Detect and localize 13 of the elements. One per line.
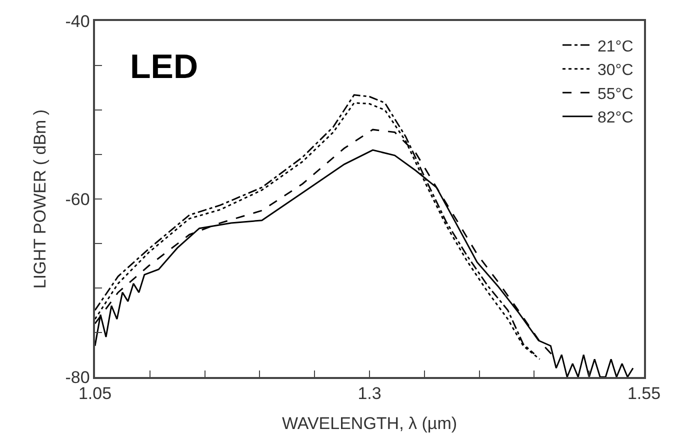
y-tick-label: -40	[65, 12, 90, 31]
y-tick-label: -80	[65, 368, 90, 387]
y-axis-title: LIGHT POWER ( dBm )	[30, 109, 50, 289]
y-tick-label: -60	[65, 190, 90, 209]
legend-label: 82°C	[598, 110, 634, 127]
x-tick-label: 1.05	[78, 384, 112, 404]
x-tick-label: 1.3	[358, 384, 382, 404]
x-tick-label: 1.55	[627, 384, 661, 404]
legend-label: 55°C	[598, 86, 634, 103]
annotation: LED	[130, 48, 198, 86]
x-axis-title: WAVELENGTH, λ (µm)	[282, 414, 458, 434]
legend-label: 30°C	[598, 62, 634, 80]
legend-label: 21°C	[598, 38, 634, 56]
